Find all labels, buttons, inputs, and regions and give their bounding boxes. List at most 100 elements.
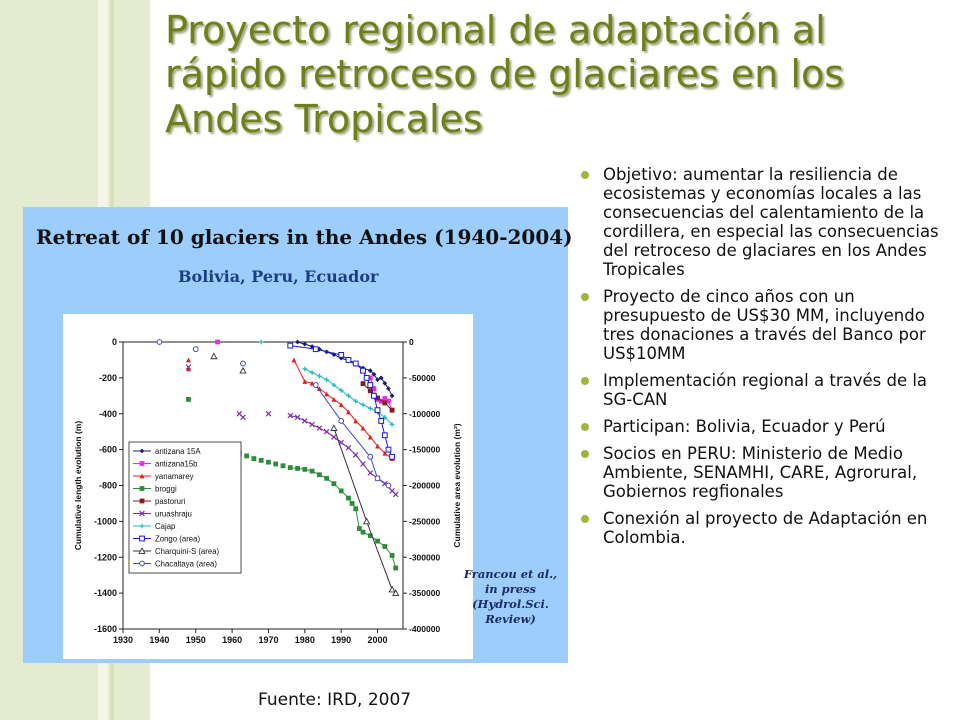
- data-point: [280, 463, 286, 469]
- data-point: [139, 473, 145, 479]
- data-point: [156, 339, 163, 345]
- data-point: [138, 547, 146, 554]
- data-point: [346, 495, 351, 501]
- data-point: [302, 379, 308, 384]
- legend-label: Charquini-S (area): [155, 547, 220, 556]
- bullet-dot-icon: [581, 423, 589, 431]
- data-point: [338, 352, 345, 358]
- legend-label: Cajap: [155, 522, 176, 531]
- data-point: [139, 486, 145, 491]
- data-point: [139, 510, 145, 517]
- data-point: [360, 402, 366, 408]
- data-point: [324, 391, 330, 397]
- data-point: [331, 481, 337, 487]
- y-tick-label: -400: [99, 409, 117, 419]
- data-point: [294, 414, 301, 421]
- data-point: [312, 382, 319, 388]
- data-point: [309, 421, 315, 428]
- bullet-item: Conexión al proyecto de Adaptación en Co…: [578, 509, 950, 547]
- legend-label: Zongo (area): [155, 535, 200, 544]
- x-tick-label: 1990: [331, 635, 351, 645]
- data-point: [375, 377, 380, 383]
- data-point: [266, 459, 271, 465]
- x-tick-label: 1940: [149, 635, 169, 645]
- data-point: [139, 560, 145, 567]
- data-point: [360, 425, 366, 431]
- data-point: [331, 382, 337, 388]
- data-point: [139, 498, 145, 504]
- slide-title: Proyecto regional de adaptación al rápid…: [165, 8, 845, 141]
- y-tick-label: -200: [99, 373, 117, 383]
- data-point: [324, 377, 330, 383]
- data-point: [367, 434, 373, 440]
- data-point: [186, 357, 191, 363]
- data-point: [353, 506, 359, 512]
- data-point: [353, 398, 359, 404]
- data-point: [378, 418, 385, 424]
- chart-title: Retreat of 10 glaciers in the Andes (194…: [36, 225, 573, 249]
- x-tick-label: 1980: [295, 635, 315, 645]
- data-point: [352, 360, 359, 367]
- data-point: [375, 538, 380, 544]
- data-point: [389, 553, 395, 558]
- legend-label: broggi: [155, 485, 177, 494]
- y-tick-label: -1600: [94, 624, 117, 634]
- data-point: [215, 339, 220, 345]
- data-point: [316, 386, 322, 392]
- data-point: [338, 488, 344, 494]
- legend-label: antizana 15A: [155, 447, 201, 456]
- data-point: [382, 380, 388, 386]
- y2-tick-label: -150000: [409, 445, 440, 455]
- data-point: [382, 396, 388, 401]
- legend-label: antizana15b: [155, 460, 198, 469]
- data-point: [316, 425, 323, 431]
- bullet-text: Implementación regional a través de la S…: [603, 371, 928, 409]
- chart-citation: Francou et al., in press (Hydrol.Sci. Re…: [453, 567, 568, 627]
- data-point: [362, 517, 371, 525]
- y2-tick-label: 0: [409, 337, 414, 347]
- data-point: [367, 375, 373, 381]
- data-point: [382, 414, 388, 420]
- data-point: [389, 422, 395, 427]
- bullet-text: Socios en PERU: Ministerio de Medio Ambi…: [603, 444, 918, 501]
- data-point: [244, 453, 250, 459]
- data-point: [309, 468, 315, 474]
- x-tick-label: 1970: [258, 635, 278, 645]
- data-point: [367, 405, 373, 411]
- data-point: [186, 366, 191, 372]
- data-point: [302, 366, 308, 372]
- bullet-text: Objetivo: aumentar la resiliencia de eco…: [603, 165, 939, 279]
- data-point: [386, 386, 391, 392]
- data-point: [338, 388, 344, 393]
- y-tick-label: 0: [112, 337, 117, 347]
- y-tick-label: -600: [99, 445, 117, 455]
- data-point: [378, 398, 384, 404]
- data-point: [360, 461, 366, 467]
- bullet-item: Implementación regional a través de la S…: [578, 371, 950, 409]
- source-note: Fuente: IRD, 2007: [258, 690, 412, 710]
- data-point: [338, 418, 345, 424]
- data-point: [375, 395, 380, 401]
- data-point: [346, 409, 351, 415]
- data-point: [239, 366, 247, 374]
- data-point: [210, 352, 218, 360]
- y2-axis-label: Cumulative area evolution (m²): [452, 423, 462, 547]
- data-point: [385, 482, 392, 489]
- y2-tick-label: -300000: [409, 552, 440, 562]
- y-tick-label: -1000: [94, 516, 117, 526]
- bullet-dot-icon: [581, 293, 589, 301]
- data-point: [367, 453, 374, 460]
- plot-area-box: 0 -200 -400 -600 -800 -1000 -1200 -1400 -1600 0 -5…: [63, 314, 473, 659]
- data-point: [302, 466, 308, 472]
- data-point: [139, 523, 145, 529]
- chart-panel: Retreat of 10 glaciers in the Andes (194…: [23, 207, 573, 663]
- y2-tick-label: -200000: [409, 481, 440, 491]
- data-point: [392, 491, 399, 498]
- y2-tick-label: -400000: [409, 624, 440, 634]
- data-point: [323, 428, 330, 435]
- data-point: [287, 465, 293, 470]
- data-point: [240, 360, 246, 367]
- data-point: [367, 382, 374, 388]
- data-point: [346, 393, 351, 399]
- data-point: [389, 393, 395, 399]
